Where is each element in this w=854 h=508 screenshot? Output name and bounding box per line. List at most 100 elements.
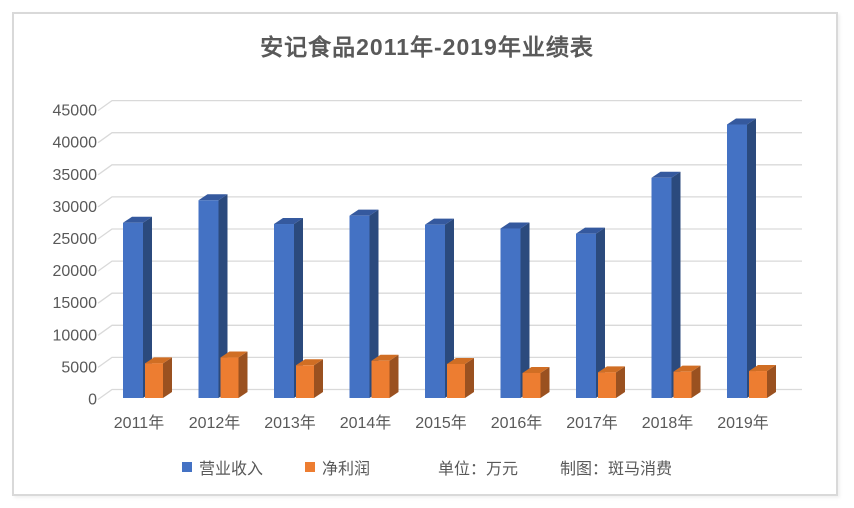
x-tick-label: 2011年 (114, 414, 164, 432)
net-profit-bar-2019年-top (749, 365, 776, 372)
net-profit-bar-2013年-front (296, 365, 314, 398)
revenue-bar-2019年[interactable] (727, 118, 756, 399)
net-profit-bar-2012年-front (220, 357, 239, 398)
net-profit-bar-2015年-side (465, 357, 474, 398)
net-profit-bar-2019年[interactable] (749, 365, 776, 398)
y-tick-label: 30000 (53, 199, 98, 216)
net-profit-bar-2018年-top (673, 365, 701, 372)
revenue-bar-2015年[interactable] (425, 218, 454, 398)
net-profit-bar-2017年-side (616, 366, 625, 398)
legend-item-revenue[interactable]: 营业收入 (181, 455, 263, 479)
gridline (97, 292, 802, 304)
y-tick-label: 15000 (53, 295, 98, 312)
revenue-bar-2015年-top (425, 218, 454, 225)
net-profit-bar-2015年-front (447, 363, 465, 398)
revenue-swatch-icon (181, 462, 192, 472)
gridline (97, 260, 802, 272)
y-tick-label: 40000 (53, 135, 98, 152)
y-tick-label: 5000 (61, 359, 97, 376)
revenue-bar-2016年[interactable] (500, 222, 530, 398)
revenue-bar-2014年-front (349, 215, 370, 398)
net-profit-bar-2016年-side (540, 366, 550, 398)
net-profit-bar-2016年-top (522, 366, 550, 373)
net-profit-bar-2013年-top (296, 359, 323, 366)
revenue-bar-2013年-front (274, 224, 294, 398)
y-tick-label: 10000 (53, 327, 98, 344)
net-profit-swatch-icon (304, 462, 315, 472)
legend-label-revenue: 营业收入 (198, 461, 263, 478)
revenue-bar-2015年-front (425, 224, 445, 398)
y-tick-label: 35000 (53, 167, 98, 184)
revenue-bar-2012年[interactable] (198, 194, 228, 398)
revenue-bar-2013年[interactable] (274, 218, 303, 398)
legend: 营业收入 净利润 单位：万元 制图：斑马消费 (0, 455, 854, 479)
x-tick-label: 2019年 (717, 414, 769, 432)
revenue-bar-2016年-front (500, 228, 521, 398)
net-profit-bar-2015年[interactable] (447, 357, 474, 398)
legend-item-net-profit[interactable]: 净利润 (304, 455, 370, 479)
y-tick-label: 0 (88, 392, 97, 409)
net-profit-bar-2018年-side (691, 365, 701, 398)
revenue-bar-2013年-side (294, 218, 303, 398)
x-tick-label: 2016年 (491, 414, 543, 432)
revenue-bar-2017年-front (576, 233, 596, 398)
unit-note: 单位：万元 (438, 461, 519, 478)
net-profit-bar-2015年-top (447, 357, 474, 364)
revenue-bar-2018年-side (671, 171, 681, 398)
gridline (97, 356, 802, 368)
revenue-bar-2019年-front (727, 124, 747, 399)
revenue-bar-2011年-front (123, 222, 143, 398)
gridline (97, 228, 802, 240)
revenue-bar-2019年-top (727, 118, 756, 125)
net-profit-bar-2012年[interactable] (220, 351, 248, 398)
revenue-bar-2012年-top (198, 194, 228, 201)
gridline (97, 164, 802, 176)
x-tick-label: 2015年 (415, 414, 467, 432)
net-profit-bar-2017年-top (598, 366, 625, 373)
revenue-bar-2018年-top (651, 171, 681, 178)
net-profit-bar-2018年-front (673, 371, 692, 398)
revenue-bar-2011年-side (143, 216, 152, 398)
revenue-bar-2011年[interactable] (123, 216, 152, 398)
net-profit-bar-2017年-front (598, 372, 616, 398)
revenue-bar-2019年-side (747, 118, 756, 399)
net-profit-bar-2013年-side (314, 359, 323, 398)
revenue-bar-2014年[interactable] (349, 209, 379, 398)
net-profit-bar-2013年[interactable] (296, 359, 323, 398)
revenue-bar-2018年[interactable] (651, 171, 681, 398)
net-profit-bar-2017年[interactable] (598, 366, 625, 398)
net-profit-bar-2012年-top (220, 351, 248, 358)
net-profit-bar-2019年-side (767, 365, 776, 398)
credit-note: 制图：斑马消费 (560, 461, 673, 478)
y-tick-label: 25000 (53, 231, 98, 248)
revenue-bar-2016年-side (520, 222, 530, 398)
net-profit-bar-2014年-front (371, 360, 390, 398)
net-profit-bar-2014年[interactable] (371, 354, 399, 398)
revenue-bar-2016年-top (500, 222, 530, 229)
x-tick-label: 2018年 (642, 414, 694, 432)
net-profit-bar-2012年-side (238, 351, 248, 398)
revenue-bar-2017年-top (576, 227, 605, 234)
net-profit-bar-2016年-front (522, 372, 541, 398)
revenue-bar-2011年-top (123, 216, 152, 223)
revenue-bar-2013年-top (274, 218, 303, 225)
revenue-bar-2017年[interactable] (576, 227, 605, 398)
y-tick-label: 20000 (53, 263, 98, 280)
revenue-bar-2014年-side (369, 209, 379, 398)
gridline (97, 324, 802, 336)
net-profit-bar-2011年-top (145, 357, 172, 364)
revenue-bar-2017年-side (596, 227, 605, 398)
revenue-bar-2012年-side (218, 194, 228, 398)
gridline (97, 388, 802, 401)
legend-label-net-profit: 净利润 (321, 461, 370, 478)
net-profit-bar-2016年[interactable] (522, 366, 550, 398)
net-profit-bar-2018年[interactable] (673, 365, 701, 398)
net-profit-bar-2011年-front (145, 363, 163, 398)
x-tick-label: 2017年 (566, 414, 618, 432)
net-profit-bar-2011年[interactable] (145, 357, 172, 398)
net-profit-bar-2019年-front (749, 371, 767, 398)
net-profit-bar-2014年-top (371, 354, 399, 361)
x-tick-label: 2014年 (340, 414, 392, 432)
